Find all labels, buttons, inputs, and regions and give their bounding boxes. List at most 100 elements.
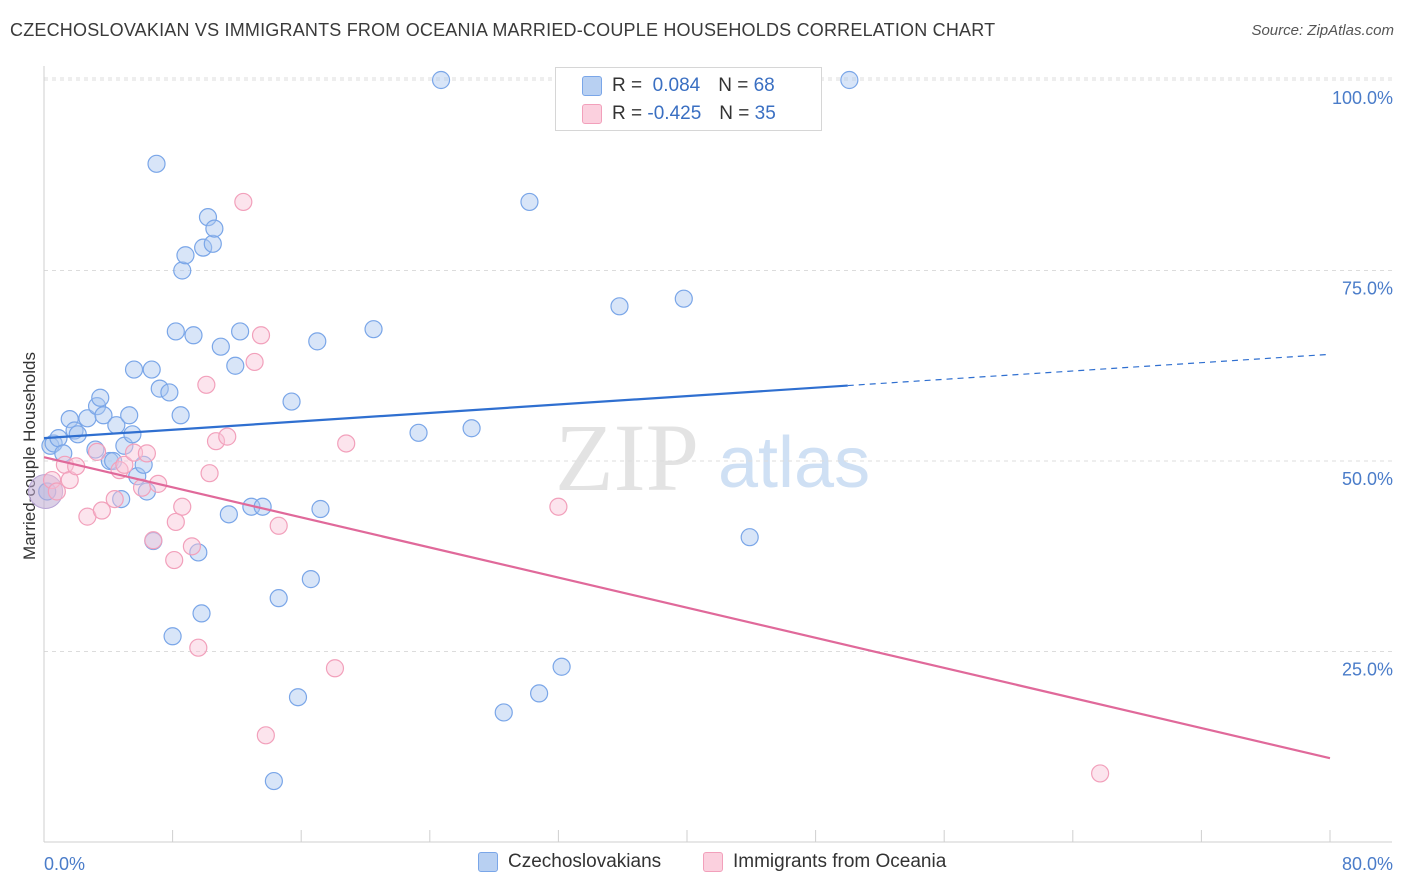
czech-point bbox=[219, 505, 238, 524]
oceania-point bbox=[200, 464, 219, 483]
czech-point bbox=[494, 703, 513, 722]
oceania-point bbox=[549, 497, 568, 516]
czech-point bbox=[160, 383, 179, 402]
czech-trend-extension bbox=[847, 353, 1331, 387]
legend-n-value: 35 bbox=[754, 103, 776, 124]
series-label-oceania: Immigrants from Oceania bbox=[733, 851, 947, 872]
legend-n-label: N = bbox=[719, 103, 750, 124]
czech-point bbox=[264, 771, 283, 791]
legend-swatch-oceania bbox=[582, 104, 602, 124]
oceania-point bbox=[218, 427, 237, 446]
y-tick-label: 100.0% bbox=[1332, 88, 1393, 108]
czech-point bbox=[104, 451, 123, 471]
oceania-point bbox=[87, 442, 107, 461]
series-legend-czech: Czechoslovakians bbox=[478, 851, 661, 873]
oceania-points bbox=[42, 192, 1110, 783]
oceania-point bbox=[337, 434, 356, 453]
czech-point bbox=[142, 360, 161, 379]
correlation-legend: R = 0.084 N = 68 R = -0.425 N = 35 bbox=[555, 67, 822, 131]
x-tick-label-min: 0.0% bbox=[44, 854, 85, 874]
czech-point bbox=[60, 409, 79, 429]
czech-point bbox=[123, 425, 142, 444]
czech-point bbox=[308, 332, 327, 351]
oceania-point bbox=[173, 497, 192, 516]
legend-row-czech: R = 0.084 N = 68 bbox=[556, 71, 775, 101]
czech-point bbox=[462, 419, 481, 438]
czech-point bbox=[203, 234, 222, 253]
czech-point bbox=[91, 388, 110, 407]
axes bbox=[43, 66, 1392, 843]
czech-point bbox=[194, 238, 213, 257]
czech-point bbox=[269, 589, 288, 608]
czech-point bbox=[364, 320, 383, 339]
oceania-point bbox=[166, 512, 185, 532]
czech-point bbox=[301, 570, 320, 589]
czech-point bbox=[231, 322, 250, 341]
oceania-point bbox=[256, 726, 275, 745]
watermark-zip: ZIP bbox=[555, 404, 699, 511]
czech-point bbox=[163, 627, 182, 646]
oceania-point bbox=[269, 516, 288, 535]
czech-point bbox=[431, 70, 451, 90]
czech-point bbox=[530, 684, 549, 703]
czech-point bbox=[226, 356, 245, 375]
czech-point bbox=[173, 261, 192, 280]
series-swatch-czech bbox=[478, 852, 498, 872]
chart-title: CZECHOSLOVAKIAN VS IMMIGRANTS FROM OCEAN… bbox=[10, 20, 996, 40]
czech-point bbox=[171, 406, 190, 425]
czech-point bbox=[94, 406, 113, 425]
czech-point bbox=[112, 490, 131, 509]
czech-point bbox=[282, 392, 301, 411]
oceania-trend-line bbox=[43, 456, 1331, 760]
series-label-czech: Czechoslovakians bbox=[508, 851, 662, 872]
czech-point bbox=[150, 379, 169, 398]
oceania-point bbox=[206, 432, 226, 451]
legend-row-oceania: R = -0.425 N = 35 bbox=[556, 99, 776, 129]
oceania-point bbox=[137, 444, 156, 463]
czech-point bbox=[147, 154, 166, 173]
oceania-point bbox=[245, 352, 264, 372]
y-tick-label: 75.0% bbox=[1342, 279, 1393, 299]
series-legend: Czechoslovakians Immigrants from Oceania bbox=[0, 851, 1406, 877]
y-tick-label: 25.0% bbox=[1342, 660, 1393, 680]
czech-point bbox=[674, 289, 693, 308]
legend-n-label: N = bbox=[718, 75, 749, 96]
czech-point bbox=[288, 688, 308, 707]
oceania-point bbox=[42, 470, 62, 490]
czech-point bbox=[44, 434, 63, 453]
trend-lines bbox=[43, 353, 1331, 760]
source-credit: Source: ZipAtlas.com bbox=[1251, 22, 1394, 39]
czech-point bbox=[840, 70, 859, 90]
czech-point bbox=[120, 406, 139, 425]
oceania-point bbox=[47, 482, 66, 501]
oceania-point bbox=[105, 490, 124, 509]
czech-point bbox=[740, 528, 759, 547]
czech-point bbox=[166, 322, 185, 341]
series-swatch-oceania bbox=[703, 852, 723, 872]
czech-point bbox=[192, 604, 211, 623]
czech-points bbox=[28, 70, 859, 791]
czech-point bbox=[198, 208, 218, 227]
legend-r-label: R = bbox=[612, 103, 643, 124]
oceania-point bbox=[182, 537, 201, 556]
czech-point bbox=[610, 297, 629, 316]
czech-point bbox=[68, 425, 87, 444]
legend-n-value: 68 bbox=[753, 75, 775, 96]
oceania-point bbox=[189, 638, 208, 657]
legend-r-label: R = bbox=[612, 75, 643, 96]
czech-point bbox=[134, 455, 153, 474]
watermark-atlas: atlas bbox=[718, 423, 870, 503]
oceania-point bbox=[197, 375, 216, 394]
czech-point bbox=[124, 360, 144, 379]
czech-point bbox=[311, 499, 330, 519]
oceania-point bbox=[92, 501, 111, 520]
czech-point bbox=[409, 423, 428, 442]
czech-point bbox=[520, 192, 539, 212]
legend-r-value: 0.084 bbox=[652, 75, 701, 96]
y-tick-label: 50.0% bbox=[1342, 469, 1393, 489]
oceania-point bbox=[124, 443, 144, 462]
oceania-point bbox=[115, 455, 134, 474]
oceania-point bbox=[1091, 764, 1110, 783]
series-legend-oceania: Immigrants from Oceania bbox=[703, 851, 946, 873]
